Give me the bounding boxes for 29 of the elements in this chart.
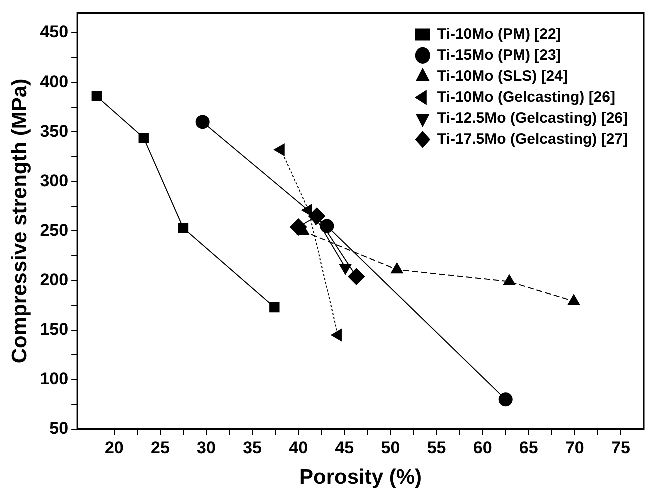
x-tick-label: 25 <box>150 438 170 458</box>
y-tick-label: 250 <box>40 220 69 240</box>
x-tick-label: 75 <box>612 438 630 458</box>
x-tick-label: 30 <box>197 438 216 458</box>
y-tick-label: 300 <box>40 171 69 190</box>
x-tick-label: 60 <box>473 438 492 458</box>
x-tick-label: 20 <box>104 438 124 458</box>
y-tick-label: 350 <box>40 122 69 141</box>
x-tick-label: 70 <box>565 438 584 458</box>
legend-label: Ti-10Mo (PM) [22] <box>437 26 562 43</box>
y-tick-label: 150 <box>40 320 69 339</box>
x-tick-label: 50 <box>381 438 400 458</box>
legend-label: Ti-15Mo (PM) [23] <box>437 46 562 64</box>
x-tick-label: 35 <box>243 438 262 458</box>
y-tick-label: 200 <box>40 270 69 290</box>
x-tick-label: 40 <box>289 438 308 458</box>
x-tick-label: 65 <box>519 438 538 458</box>
y-axis-title: Compressive strength (MPa) <box>8 78 32 364</box>
x-tick-label: 45 <box>335 438 354 458</box>
legend-label: Ti-17.5Mo (Gelcasting) [27] <box>437 130 628 148</box>
legend-label: Ti-10Mo (Gelcasting) [26] <box>437 88 616 106</box>
x-tick-label: 55 <box>427 438 446 458</box>
y-tick-label: 450 <box>40 22 69 42</box>
y-tick-label: 400 <box>40 72 69 92</box>
legend-label: Ti-10Mo (SLS) [24] <box>437 68 568 85</box>
y-tick-label: 50 <box>50 419 69 438</box>
legend-label: Ti-12.5Mo (Gelcasting) [26] <box>437 110 628 127</box>
x-axis-title: Porosity (%) <box>300 466 422 490</box>
y-tick-label: 100 <box>40 370 69 389</box>
